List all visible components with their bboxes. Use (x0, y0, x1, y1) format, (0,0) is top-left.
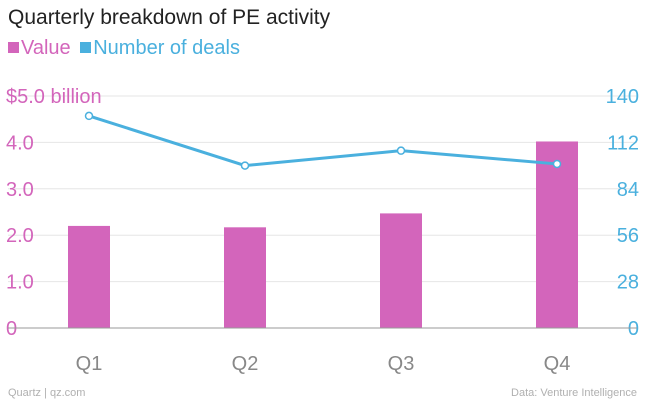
x-tick-label: Q1 (76, 353, 103, 375)
legend-item-value: Value (8, 37, 71, 60)
y-left-tick-label: 4.0 (6, 132, 34, 154)
point-deals-q2 (240, 161, 250, 170)
legend-item-deals: Number of deals (80, 37, 240, 60)
legend-swatch-deals (80, 42, 92, 53)
legend-label-deals: Number of deals (93, 37, 240, 59)
bar-value-q3 (380, 213, 422, 328)
y-right-tick-label: 140 (606, 86, 639, 108)
x-tick-label: Q3 (388, 353, 415, 375)
chart-title: Quarterly breakdown of PE activity (8, 6, 331, 29)
y-right-tick-label: 112 (607, 132, 639, 154)
point-deals-q1 (84, 111, 94, 121)
y-right-tick-label: 0 (628, 318, 639, 340)
x-tick-label: Q4 (544, 353, 571, 375)
y-left-tick-label: 2.0 (6, 225, 34, 247)
line-number-of-deals (88, 114, 558, 168)
bar-value-q4 (536, 141, 578, 328)
data-source: Data: Venture Intelligence (511, 387, 637, 399)
y-right-tick-label: 84 (617, 179, 639, 201)
x-tick-label: Q2 (232, 353, 259, 375)
y-right-tick-label: 56 (617, 225, 639, 247)
legend-swatch-value (8, 42, 19, 53)
legend-label-value: Value (21, 37, 71, 59)
y-left-tick-label: 1.0 (6, 272, 34, 294)
legend: Value Number of deals (8, 37, 244, 60)
bar-value-q2 (224, 227, 266, 328)
point-deals-q3 (396, 146, 406, 155)
y-right-tick-label: 28 (617, 272, 639, 294)
y-left-tick-label: 0 (6, 318, 17, 340)
point-deals-q4 (552, 159, 562, 169)
y-left-tick-label: $5.0 billion (6, 86, 102, 108)
bar-value-q1 (68, 225, 110, 328)
source-credit: Quartz | qz.com (8, 387, 86, 399)
y-left-tick-label: 3.0 (6, 179, 34, 201)
